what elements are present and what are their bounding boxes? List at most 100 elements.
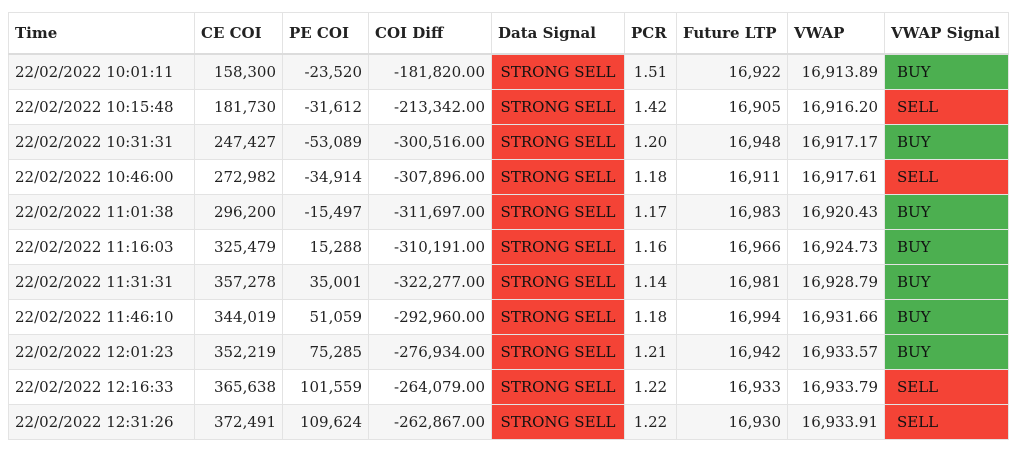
cell-time: 22/02/2022 10:15:48 [8,89,195,125]
table-row[interactable]: 22/02/2022 10:15:48 181,730 -31,612 -213,34… [8,89,1009,125]
cell-pcr: 1.18 [624,299,677,335]
column-header-pe-coi[interactable]: PE COI [282,12,369,55]
table-row[interactable]: 22/02/2022 10:46:00 272,982 -34,914 -307,89… [8,159,1009,195]
cell-vwap: 16,924.73 [787,229,885,265]
cell-vwap: 16,917.17 [787,124,885,160]
cell-vwap: 16,913.89 [787,53,885,90]
table-row[interactable]: 22/02/2022 12:31:26 372,491 109,624 -262,86… [8,404,1009,440]
table-row[interactable]: 22/02/2022 10:01:11 158,300 -23,520 -181,82… [8,53,1009,90]
cell-vwap-signal: SELL [884,369,1009,405]
table-row[interactable]: 22/02/2022 12:16:33 365,638 101,559 -264,07… [8,369,1009,405]
column-header-vwap[interactable]: VWAP [787,12,885,55]
cell-time: 22/02/2022 10:46:00 [8,159,195,195]
cell-vwap-signal: BUY [884,229,1009,265]
cell-ce-coi: 344,019 [194,299,283,335]
cell-vwap: 16,916.20 [787,89,885,125]
cell-ce-coi: 325,479 [194,229,283,265]
cell-pcr: 1.51 [624,53,677,90]
cell-data-signal: STRONG SELL [491,404,625,440]
cell-vwap: 16,933.91 [787,404,885,440]
cell-data-signal: STRONG SELL [491,53,625,90]
cell-ce-coi: 181,730 [194,89,283,125]
cell-data-signal: STRONG SELL [491,334,625,370]
cell-coi-diff: -181,820.00 [368,53,492,90]
cell-future-ltp: 16,911 [676,159,788,195]
cell-pe-coi: -23,520 [282,53,369,90]
cell-time: 22/02/2022 11:46:10 [8,299,195,335]
cell-coi-diff: -213,342.00 [368,89,492,125]
cell-future-ltp: 16,948 [676,124,788,160]
column-header-data-signal[interactable]: Data Signal [491,12,625,55]
cell-vwap-signal: BUY [884,53,1009,90]
cell-pe-coi: -53,089 [282,124,369,160]
cell-vwap-signal: BUY [884,299,1009,335]
cell-future-ltp: 16,933 [676,369,788,405]
cell-coi-diff: -264,079.00 [368,369,492,405]
cell-future-ltp: 16,930 [676,404,788,440]
table-row[interactable]: 22/02/2022 11:01:38 296,200 -15,497 -311,69… [8,194,1009,230]
cell-pe-coi: -31,612 [282,89,369,125]
cell-future-ltp: 16,922 [676,53,788,90]
table-row[interactable]: 22/02/2022 11:16:03 325,479 15,288 -310,191… [8,229,1009,265]
cell-ce-coi: 247,427 [194,124,283,160]
cell-data-signal: STRONG SELL [491,229,625,265]
cell-pcr: 1.21 [624,334,677,370]
column-header-coi-diff[interactable]: COI Diff [368,12,492,55]
column-header-future-ltp[interactable]: Future LTP [676,12,788,55]
cell-pcr: 1.14 [624,264,677,300]
cell-time: 22/02/2022 10:31:31 [8,124,195,160]
cell-future-ltp: 16,983 [676,194,788,230]
column-header-pcr[interactable]: PCR [624,12,677,55]
table-row[interactable]: 22/02/2022 10:31:31 247,427 -53,089 -300,51… [8,124,1009,160]
cell-pe-coi: 51,059 [282,299,369,335]
cell-pcr: 1.17 [624,194,677,230]
table-body: 22/02/2022 10:01:11 158,300 -23,520 -181,82… [8,53,1009,440]
cell-pe-coi: 15,288 [282,229,369,265]
column-header-vwap-signal[interactable]: VWAP Signal [884,12,1009,55]
cell-vwap: 16,931.66 [787,299,885,335]
cell-vwap-signal: BUY [884,194,1009,230]
cell-data-signal: STRONG SELL [491,299,625,335]
cell-coi-diff: -300,516.00 [368,124,492,160]
cell-time: 22/02/2022 10:01:11 [8,53,195,90]
cell-vwap-signal: SELL [884,159,1009,195]
table-row[interactable]: 22/02/2022 11:31:31 357,278 35,001 -322,277… [8,264,1009,300]
cell-vwap-signal: BUY [884,124,1009,160]
cell-future-ltp: 16,994 [676,299,788,335]
cell-pe-coi: 35,001 [282,264,369,300]
cell-ce-coi: 158,300 [194,53,283,90]
cell-coi-diff: -262,867.00 [368,404,492,440]
signal-table-container: Time CE COI PE COI COI Diff Data Signal … [8,12,1009,440]
cell-future-ltp: 16,981 [676,264,788,300]
cell-pe-coi: 101,559 [282,369,369,405]
cell-vwap: 16,920.43 [787,194,885,230]
column-header-time[interactable]: Time [8,12,195,55]
cell-data-signal: STRONG SELL [491,369,625,405]
cell-vwap-signal: BUY [884,334,1009,370]
signal-table: Time CE COI PE COI COI Diff Data Signal … [8,12,1009,440]
cell-ce-coi: 296,200 [194,194,283,230]
cell-time: 22/02/2022 12:31:26 [8,404,195,440]
cell-pe-coi: -34,914 [282,159,369,195]
cell-pe-coi: -15,497 [282,194,369,230]
table-header-row: Time CE COI PE COI COI Diff Data Signal … [8,12,1009,55]
cell-vwap-signal: SELL [884,404,1009,440]
cell-ce-coi: 352,219 [194,334,283,370]
column-header-ce-coi[interactable]: CE COI [194,12,283,55]
cell-future-ltp: 16,942 [676,334,788,370]
cell-time: 22/02/2022 12:01:23 [8,334,195,370]
cell-vwap-signal: SELL [884,89,1009,125]
cell-ce-coi: 372,491 [194,404,283,440]
cell-pe-coi: 109,624 [282,404,369,440]
table-row[interactable]: 22/02/2022 12:01:23 352,219 75,285 -276,934… [8,334,1009,370]
cell-pcr: 1.16 [624,229,677,265]
cell-data-signal: STRONG SELL [491,159,625,195]
cell-pcr: 1.22 [624,404,677,440]
cell-vwap: 16,917.61 [787,159,885,195]
cell-data-signal: STRONG SELL [491,264,625,300]
cell-coi-diff: -276,934.00 [368,334,492,370]
cell-time: 22/02/2022 11:01:38 [8,194,195,230]
table-row[interactable]: 22/02/2022 11:46:10 344,019 51,059 -292,960… [8,299,1009,335]
cell-ce-coi: 272,982 [194,159,283,195]
cell-coi-diff: -310,191.00 [368,229,492,265]
